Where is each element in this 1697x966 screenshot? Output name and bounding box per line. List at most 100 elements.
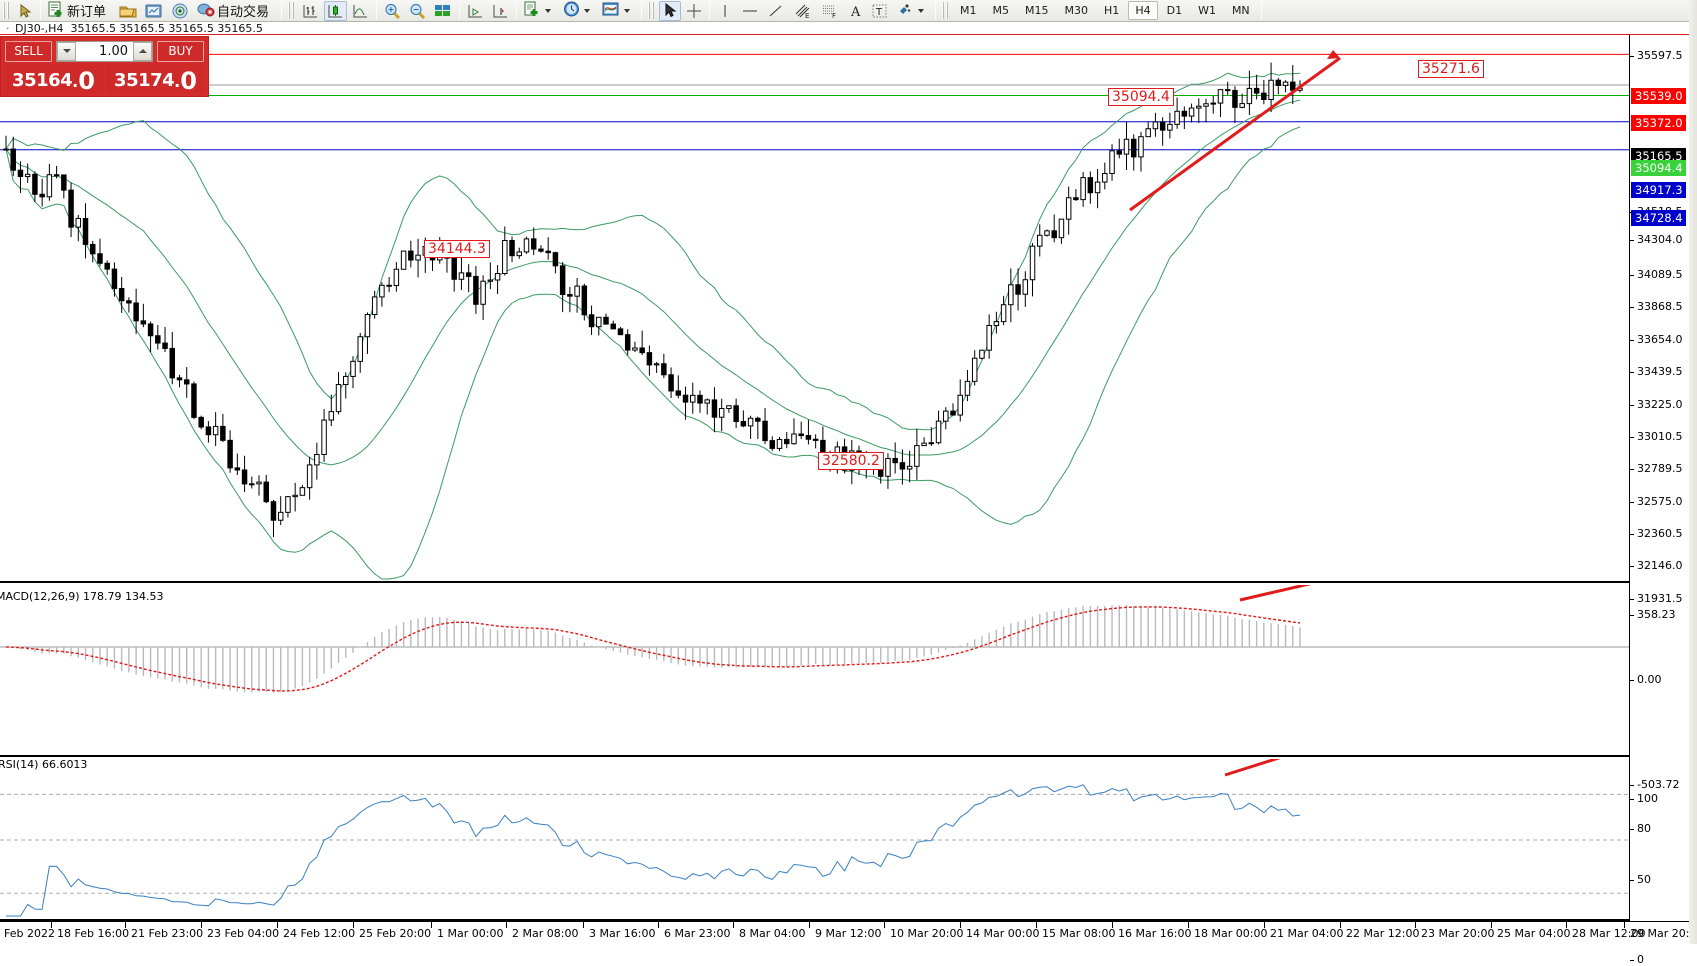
equidistant-channel-icon[interactable]: E: [790, 1, 815, 21]
tile-windows-icon[interactable]: [431, 1, 455, 21]
chevron-down-icon-4[interactable]: [918, 8, 925, 13]
price-chart-panel[interactable]: [0, 35, 1629, 583]
price-badge-0[interactable]: 35539.0: [1631, 88, 1686, 104]
buy-price-dot: .: [174, 72, 181, 91]
annot-32580[interactable]: 32580.2: [818, 452, 884, 470]
annot-34144[interactable]: 34144.3: [424, 240, 490, 258]
trendline-icon[interactable]: [764, 1, 788, 21]
chevron-down-icon[interactable]: [545, 8, 552, 13]
time-separator-1: [51, 922, 52, 928]
window-right-gutter: [1689, 0, 1697, 944]
time-separator-6: [431, 922, 432, 928]
cursor-icon[interactable]: [659, 0, 682, 21]
toolbar-separator-7: [709, 1, 711, 20]
price-tick-16: -503.72: [1630, 778, 1679, 791]
timeframe-d1[interactable]: D1: [1166, 4, 1183, 17]
line-chart-icon[interactable]: [349, 1, 372, 21]
price-tick-11: 32360.5: [1630, 527, 1683, 540]
terminal-icon[interactable]: [142, 1, 166, 21]
annot-35094[interactable]: 35094.4: [1108, 88, 1174, 106]
chevron-down-icon-2[interactable]: [584, 8, 591, 13]
text-icon[interactable]: A: [844, 1, 866, 21]
fibonacci-icon[interactable]: F: [817, 1, 842, 21]
horizontal-line-icon[interactable]: [738, 1, 762, 21]
time-tick-18: 22 Mar 12:00: [1346, 927, 1420, 940]
price-badge-3[interactable]: 35094.4: [1631, 160, 1686, 176]
price-tick-8: 33010.5: [1630, 430, 1683, 443]
time-tick-7: 2 Mar 08:00: [512, 927, 579, 940]
sell-button[interactable]: SELL: [5, 40, 52, 62]
svg-text:E: E: [805, 12, 809, 19]
macd-trend-arrow[interactable]: [1239, 585, 1335, 602]
cursor-arrow-icon[interactable]: [14, 1, 36, 21]
volume-increase-button[interactable]: [133, 41, 152, 61]
rsi-panel[interactable]: [0, 759, 1629, 921]
time-separator-5: [353, 922, 354, 928]
auto-scroll-icon[interactable]: [489, 1, 512, 21]
sell-price-box[interactable]: 35164. 0: [4, 63, 103, 93]
timeframe-m1[interactable]: M1: [960, 4, 977, 17]
time-tick-13: 14 Mar 00:00: [966, 927, 1040, 940]
zoom-in-icon[interactable]: [381, 1, 404, 21]
timeframe-h1[interactable]: H1: [1104, 4, 1120, 17]
one-click-trading-panel[interactable]: SELL 1.00 BUY 35164. 0 35174. 0: [0, 36, 209, 97]
new-order-button[interactable]: 新订单: [45, 1, 114, 21]
period-button[interactable]: [560, 1, 597, 21]
volume-stepper[interactable]: 1.00: [56, 40, 153, 62]
toolbar-separator-2: [281, 1, 283, 20]
timeframe-w1[interactable]: W1: [1198, 4, 1216, 17]
price-badge-4[interactable]: 34917.3: [1631, 182, 1686, 198]
price-badge-1[interactable]: 35372.0: [1631, 115, 1686, 131]
navigator-icon[interactable]: [168, 1, 192, 21]
timeframe-m15[interactable]: M15: [1025, 4, 1049, 17]
time-tick-0: Feb 2022: [4, 927, 55, 940]
add-indicator-button[interactable]: [521, 1, 558, 21]
time-tick-9: 6 Mar 23:00: [664, 927, 731, 940]
volume-decrease-button[interactable]: [57, 41, 76, 61]
buy-price-box[interactable]: 35174. 0: [106, 63, 205, 93]
autotrading-button[interactable]: 自动交易: [194, 1, 277, 21]
volume-value[interactable]: 1.00: [99, 43, 128, 59]
drawings-button[interactable]: [893, 1, 931, 21]
zoom-out-icon[interactable]: [406, 1, 429, 21]
price-tick-4: 33868.5: [1630, 300, 1683, 313]
time-tick-6: 1 Mar 00:00: [437, 927, 504, 940]
timeframe-m30[interactable]: M30: [1064, 4, 1089, 17]
time-separator-20: [1491, 922, 1492, 928]
text-label-icon[interactable]: T: [868, 1, 891, 21]
sell-price-integer: 35164: [12, 70, 73, 91]
folder-icon[interactable]: [116, 1, 140, 21]
price-trend-arrow[interactable]: [1129, 56, 1341, 212]
crosshair-icon[interactable]: [683, 1, 705, 21]
timeframe-h4[interactable]: H4: [1128, 1, 1158, 20]
bar-chart-icon[interactable]: [299, 1, 322, 21]
price-tick-19: 50: [1630, 873, 1651, 886]
macd-panel[interactable]: [0, 585, 1629, 757]
toolbar-grip-2[interactable]: [288, 2, 296, 19]
price-badge-5[interactable]: 34728.4: [1631, 210, 1686, 226]
timeframe-mn[interactable]: MN: [1231, 4, 1250, 17]
time-tick-22: 29 Mar 20:00: [1630, 927, 1697, 940]
price-scale[interactable]: 35597.534518.534304.034089.533868.533654…: [1629, 35, 1697, 966]
time-separator-3: [201, 922, 202, 928]
chevron-down-icon-3[interactable]: [624, 8, 631, 13]
time-tick-15: 16 Mar 16:00: [1118, 927, 1192, 940]
price-tick-3: 34089.5: [1630, 268, 1683, 281]
toolbar-grip[interactable]: [3, 2, 10, 19]
time-scale[interactable]: Feb 2022 18 Feb 16:00 21 Feb 23:00 23 Feb 0…: [0, 921, 1697, 944]
toolbar-grip-3[interactable]: [648, 2, 656, 19]
rsi-trend-arrow[interactable]: [1224, 759, 1320, 777]
vertical-line-icon[interactable]: [714, 1, 736, 21]
templates-button[interactable]: [599, 1, 637, 21]
time-separator-22: [1624, 922, 1625, 928]
chart-shift-icon[interactable]: [464, 1, 487, 21]
toolbar-separator: [40, 1, 41, 20]
time-separator-21: [1566, 922, 1567, 928]
toolbar-grip-4[interactable]: [942, 2, 950, 19]
candlestick-chart-icon[interactable]: [324, 0, 348, 21]
timeframe-m5[interactable]: M5: [992, 4, 1010, 17]
price-tick-12: 32146.0: [1630, 559, 1683, 572]
annot-35271[interactable]: 35271.6: [1418, 60, 1484, 78]
price-tick-2: 34304.0: [1630, 233, 1683, 246]
buy-button[interactable]: BUY: [157, 40, 204, 62]
